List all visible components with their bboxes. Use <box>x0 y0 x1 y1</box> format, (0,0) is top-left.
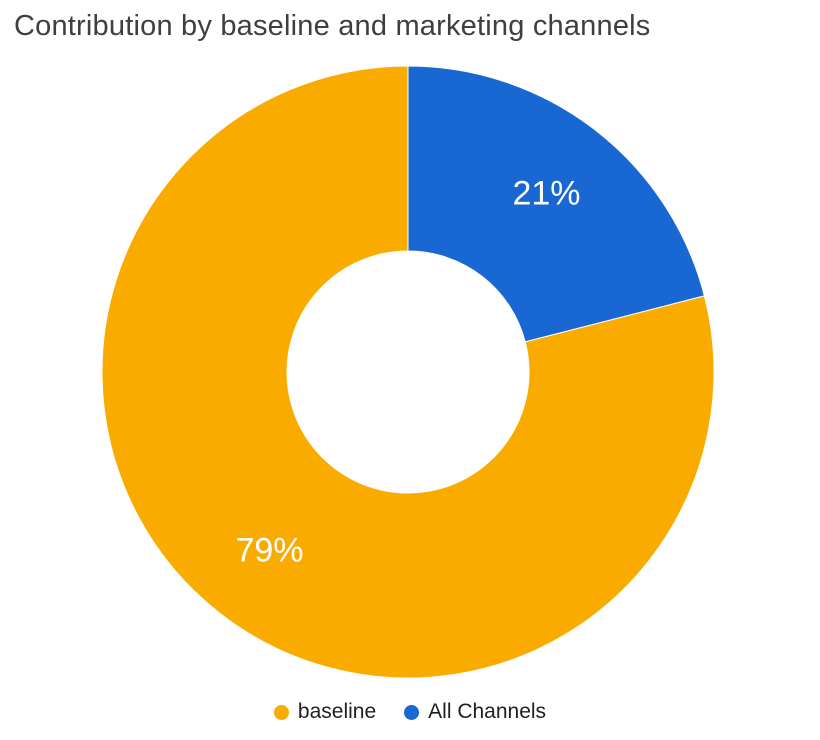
pie-slice-baseline[interactable] <box>101 65 715 679</box>
chart-legend: baseline All Channels <box>0 700 820 724</box>
legend-swatch-all-channels <box>404 704 420 720</box>
slice-percent-label-all-channels: 21% <box>512 174 580 212</box>
legend-item-all-channels: All Channels <box>404 700 546 724</box>
legend-item-baseline: baseline <box>273 700 377 724</box>
legend-label-all-channels: All Channels <box>428 700 547 723</box>
legend-swatch-baseline <box>273 704 289 720</box>
legend-label-baseline: baseline <box>297 700 377 723</box>
slice-percent-label-baseline: 79% <box>235 532 303 570</box>
chart-title: Contribution by baseline and marketing c… <box>14 10 651 42</box>
pie-slice-all-channels[interactable] <box>407 65 705 343</box>
